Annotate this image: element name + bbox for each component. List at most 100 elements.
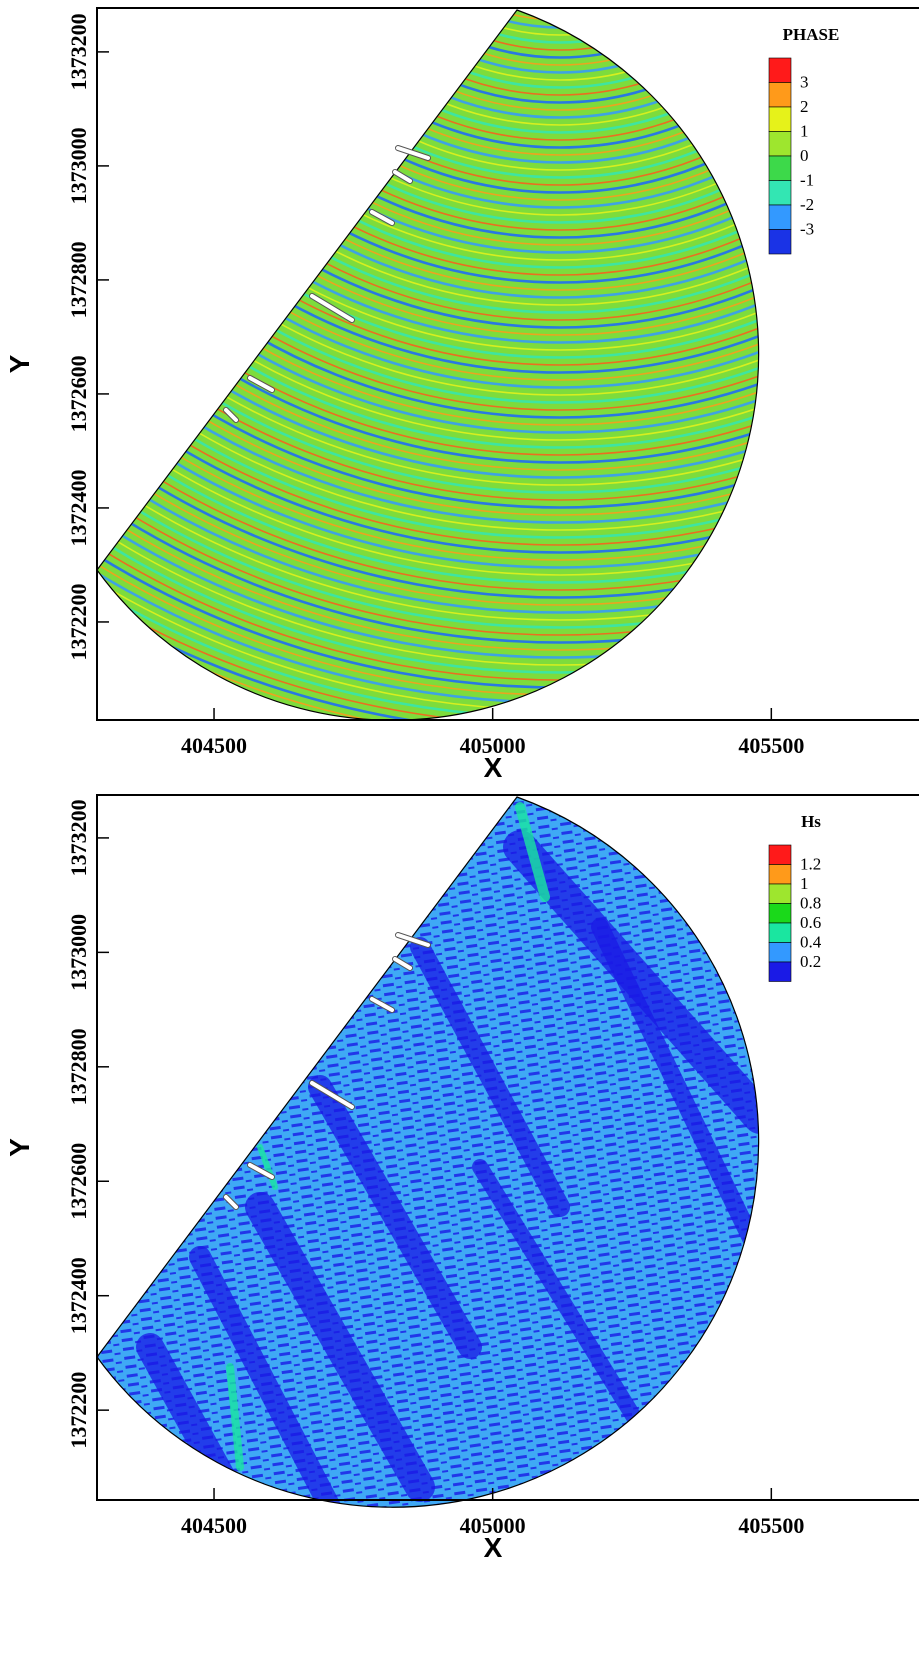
legend-label: 0.2 [800, 952, 821, 971]
field-stripe [97, 10, 759, 396]
field-stripe [97, 10, 759, 636]
contour-plot: 404500 405000 405500 1372200 1372400 1372600 1… [4, 7, 919, 783]
field-stripe [97, 10, 759, 456]
field-stripe [97, 10, 759, 501]
field-stripe [97, 10, 759, 426]
field-stripe [289, 10, 759, 81]
breakwater [248, 1163, 274, 1179]
field-stripe [304, 10, 759, 66]
field-stripe [97, 10, 759, 441]
axes-frame [96, 794, 919, 1501]
field-streak [245, 1192, 435, 1502]
legend-swatch [768, 82, 792, 108]
field-streak [308, 1075, 482, 1359]
legend-swatch [768, 844, 792, 865]
field-stripe [97, 10, 759, 471]
field-streak [136, 1333, 274, 1508]
legend-swatch [768, 106, 792, 132]
breakwater [393, 170, 412, 183]
field-streak [410, 937, 570, 1217]
field-streak [100, 1417, 180, 1508]
domain-outline [96, 9, 760, 721]
legend-label: -1 [800, 171, 814, 190]
legend-label: -3 [800, 220, 814, 239]
breakwater [224, 1195, 238, 1209]
field-stripe [97, 10, 759, 344]
field-stripe [97, 10, 759, 614]
legend-swatch [768, 883, 792, 904]
field-stripe [97, 10, 759, 419]
field-streak [591, 918, 759, 1266]
field-stripe [161, 10, 759, 209]
field-stripe [176, 10, 759, 194]
field-stripe [97, 10, 759, 291]
field-base [97, 10, 759, 721]
y-tick-label: 1373200 [66, 13, 91, 90]
y-tick-label: 1372600 [66, 355, 91, 432]
legend-title: Hs [801, 812, 821, 831]
field-stripe [229, 10, 759, 141]
y-tick-label: 1373000 [66, 914, 91, 991]
field-stripe [281, 10, 759, 89]
breakwater [396, 146, 430, 160]
field-stripe [97, 10, 759, 629]
y-tick-label: 1372200 [66, 583, 91, 660]
field-stripe [97, 10, 759, 321]
legend-label: 0.6 [800, 913, 821, 932]
legend-swatch [768, 229, 792, 255]
breakwater [310, 294, 354, 322]
field-streak [189, 1246, 341, 1508]
y-tick-label: 1372400 [66, 469, 91, 546]
field-streak [503, 830, 759, 1134]
field-stripe [97, 10, 759, 516]
legend-label: 1 [800, 122, 809, 141]
field-stripe [97, 10, 759, 591]
breakwater [370, 210, 394, 225]
field-stripe [97, 10, 759, 539]
field-stripe [109, 10, 759, 261]
field-stripe [97, 10, 759, 314]
field-stripe [266, 10, 759, 104]
field-stripe [97, 10, 759, 509]
field-stripe [97, 10, 759, 276]
field-stripe [139, 10, 759, 231]
field-stripe [97, 10, 759, 374]
field-stripe [97, 10, 759, 434]
field-stripe [97, 10, 759, 554]
field-stripe [199, 10, 759, 171]
field-stripe [97, 10, 759, 494]
x-tick-label: 405000 [460, 733, 526, 758]
field-stripe [274, 10, 759, 96]
field-stripe [154, 10, 759, 216]
field-stripe [97, 10, 759, 479]
field [97, 797, 759, 1508]
field-stripe [221, 10, 759, 149]
field-streak [226, 1363, 244, 1471]
field-stripe [124, 10, 759, 246]
y-tick-label: 1372800 [66, 241, 91, 318]
legend-swatch [768, 131, 792, 157]
field-streak [257, 1144, 278, 1190]
field-stripe [97, 10, 759, 359]
field-streak [515, 802, 550, 902]
field-stripe [184, 10, 759, 186]
x-tick-label: 404500 [181, 1513, 247, 1538]
legend-swatch [768, 864, 792, 885]
field-stripe [319, 10, 759, 51]
legend-label: -2 [800, 195, 814, 214]
field-stripe [259, 10, 759, 111]
field-stripe [97, 10, 759, 284]
field-stripe [97, 10, 759, 449]
field-stripe [97, 10, 759, 389]
field-stripe [97, 10, 759, 351]
field-stripe [116, 10, 759, 254]
legend-label: 0.4 [800, 933, 822, 952]
x-axis-label: X [484, 752, 503, 783]
field-stripe [97, 10, 759, 404]
field-streak [472, 1159, 648, 1435]
field-stripe [349, 10, 759, 21]
field-stripe [97, 10, 759, 464]
field-stripe [97, 10, 759, 584]
legend-swatch [768, 155, 792, 181]
field-stripe [251, 10, 759, 119]
